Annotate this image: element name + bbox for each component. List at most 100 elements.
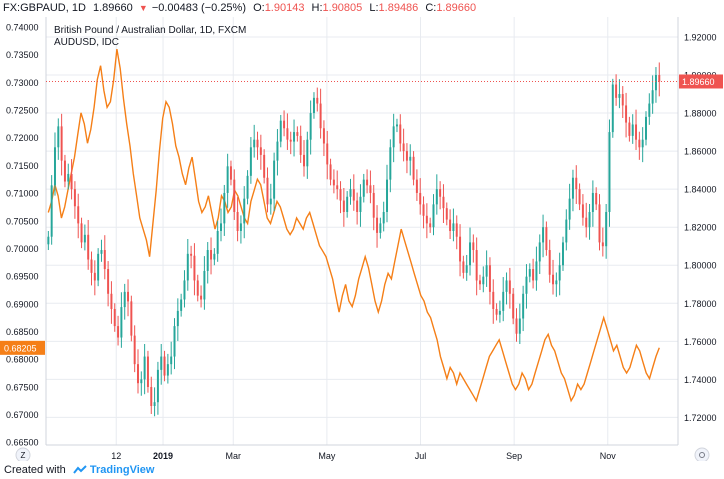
left-axis-tick-label: 0.74000 — [6, 22, 39, 32]
candle-body — [73, 189, 76, 207]
left-axis-tick-label: 0.69000 — [6, 299, 39, 309]
candle-body — [283, 120, 286, 129]
candle-body — [465, 265, 468, 273]
candle-body — [143, 356, 146, 380]
candle-body — [595, 192, 598, 205]
candle-body — [123, 291, 126, 308]
candle-body — [220, 223, 222, 231]
candle-body — [306, 139, 309, 167]
candle-body — [107, 269, 110, 294]
candle-body — [163, 356, 166, 376]
candle-body — [462, 261, 465, 273]
candle-body — [565, 219, 568, 243]
candle-body — [488, 265, 491, 292]
candles-layer — [47, 62, 661, 417]
audusd-line-layer — [47, 48, 660, 403]
candle-body — [598, 204, 601, 243]
candle-body — [585, 217, 588, 228]
candle-body — [293, 132, 296, 142]
right-axis-tick-label: 1.82000 — [684, 223, 717, 233]
candle-body — [269, 198, 272, 205]
candle-body — [425, 215, 428, 224]
candle-body — [216, 231, 219, 254]
candle-body — [83, 234, 86, 243]
candle-body — [439, 189, 442, 197]
right-axis-tick-label: 1.72000 — [684, 413, 717, 423]
candle-body — [186, 253, 189, 281]
candle-body — [366, 179, 369, 186]
candle-body — [492, 291, 495, 309]
candle-body — [170, 356, 173, 365]
candle-body — [478, 280, 481, 285]
candle-body — [651, 90, 654, 104]
chart-area[interactable]: 1.920001.900001.880001.860001.840001.820… — [0, 17, 724, 463]
chart-svg[interactable]: 1.920001.900001.880001.860001.840001.820… — [0, 17, 724, 463]
candle-body — [472, 242, 475, 251]
candle-body — [525, 276, 528, 294]
candle-body — [568, 198, 571, 220]
candle-body — [631, 124, 634, 136]
candle-body — [213, 253, 216, 260]
x-axis-tick-label: Nov — [600, 451, 617, 461]
candle-body — [648, 103, 651, 117]
footer: Created with TradingView — [4, 463, 154, 477]
candle-body — [538, 242, 541, 262]
candle-body — [286, 128, 289, 140]
left-axis-tick-label: 0.73000 — [6, 78, 39, 88]
overlay-series-label: AUDUSD, IDC — [54, 37, 119, 48]
candle-body — [316, 97, 319, 104]
candle-body — [140, 379, 143, 384]
candle-body — [200, 295, 203, 300]
left-axis-tick-label: 0.72000 — [6, 133, 39, 143]
x-axis-tick-label: Mar — [226, 451, 242, 461]
candle-body — [485, 265, 488, 277]
symbol-header: FX:GBPAUD, 1D 1.89660 ▼ −0.00483 (−0.25%… — [0, 0, 724, 16]
candle-body — [415, 179, 418, 193]
candle-body — [229, 166, 232, 180]
candle-body — [233, 179, 236, 212]
candle-body — [482, 276, 485, 285]
candle-body — [469, 242, 472, 266]
candle-body — [329, 164, 332, 180]
candle-body — [319, 103, 322, 129]
candle-body — [621, 94, 624, 106]
candle-body — [93, 272, 96, 281]
right-price-badge — [679, 74, 723, 89]
candle-body — [100, 250, 103, 254]
candle-body — [309, 113, 312, 140]
candle-body — [130, 301, 133, 336]
candle-body — [67, 173, 70, 182]
candle-body — [196, 280, 199, 296]
candle-body — [495, 308, 498, 315]
candle-body — [57, 126, 60, 148]
right-axis-tick-label: 1.92000 — [684, 32, 717, 42]
candle-body — [395, 124, 398, 127]
candle-body — [571, 177, 574, 199]
high-label: H: — [311, 2, 323, 14]
tradingview-logo-icon — [73, 465, 87, 474]
candle-body — [80, 223, 83, 243]
candle-body — [542, 227, 545, 243]
candle-body — [63, 160, 66, 182]
candle-body — [588, 211, 591, 228]
candle-body — [70, 173, 73, 190]
candle-body — [183, 280, 186, 300]
candle-body — [346, 196, 349, 212]
candle-body — [289, 139, 292, 142]
candle-body — [376, 217, 379, 233]
candle-body — [77, 206, 80, 224]
symbol-label[interactable]: FX:GBPAUD, 1D — [3, 2, 86, 14]
candle-body — [243, 198, 246, 224]
candle-body — [113, 308, 116, 327]
x-axis-tick-label: Sep — [506, 451, 522, 461]
candle-body — [369, 185, 372, 193]
tradingview-brand[interactable]: TradingView — [89, 464, 155, 476]
left-axis-tick-label: 0.67500 — [6, 382, 39, 392]
price-change: −0.00483 (−0.25%) — [151, 2, 246, 14]
gear-icon-center — [699, 452, 705, 458]
right-axis-tick-label: 1.76000 — [684, 337, 717, 347]
candle-body — [359, 196, 362, 212]
open-label: O: — [253, 2, 265, 14]
candle-body — [386, 179, 389, 212]
candle-body — [419, 192, 422, 205]
